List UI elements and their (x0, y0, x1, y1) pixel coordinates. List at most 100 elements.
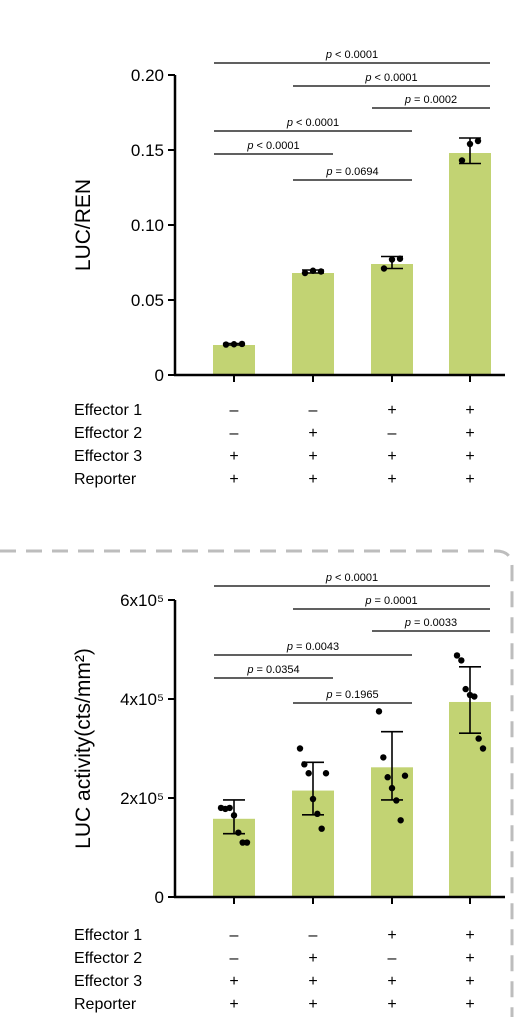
p-value-label: p = 0.0033 (404, 617, 457, 629)
bar-4 (449, 153, 491, 375)
data-point (393, 797, 400, 804)
condition-sign: + (465, 425, 474, 442)
y-tick-label: 0.15 (131, 141, 164, 160)
condition-sign: + (387, 973, 396, 990)
data-point (396, 255, 404, 262)
data-point (309, 267, 317, 274)
error-bar-4 (459, 666, 481, 734)
data-point (458, 657, 465, 664)
p-value-label: p = 0.0694 (325, 166, 378, 178)
condition-sign: + (465, 950, 474, 967)
data-point (305, 770, 312, 777)
y-tick-label: 0.20 (131, 66, 164, 85)
condition-sign: – (388, 950, 397, 967)
p-value-label: p = 0.0001 (364, 595, 417, 607)
data-point (471, 693, 478, 700)
data-point (453, 652, 461, 659)
y-tick-label: 4x10⁵ (120, 690, 164, 709)
condition-sign: + (229, 973, 238, 990)
data-point (222, 341, 230, 348)
condition-sign: – (230, 950, 239, 967)
condition-label: Reporter (74, 996, 137, 1013)
y-axis-label: LUC activity(cts/mm²) (72, 648, 95, 849)
bar-1 (213, 345, 255, 375)
p-value-label: p = 0.0043 (286, 641, 339, 653)
condition-sign: + (308, 950, 317, 967)
significance-bracket: p = 0.0043 (214, 641, 412, 656)
condition-label: Effector 3 (74, 448, 142, 465)
condition-sign: + (308, 425, 317, 442)
condition-sign: – (388, 425, 397, 442)
data-point (301, 761, 308, 768)
y-tick-label: 0.05 (131, 291, 164, 310)
data-point (401, 772, 409, 779)
significance-bracket: p = 0.0354 (214, 664, 333, 679)
data-point (466, 140, 474, 148)
p-value-label: p = 0.1965 (325, 689, 378, 701)
data-point (322, 770, 330, 777)
condition-sign: – (230, 402, 239, 419)
chart-luc-ren: 0 0.05 0.10 0.15 0.20 LUC/REN p < 0.0001 p < 0.… (72, 49, 505, 488)
y-axis-label: LUC/REN (72, 179, 95, 271)
condition-sign: + (308, 471, 317, 488)
data-point (397, 817, 404, 824)
p-value-label: p < 0.0001 (325, 49, 378, 61)
bar-3 (371, 264, 413, 375)
condition-sign: – (230, 927, 239, 944)
condition-sign: + (387, 927, 396, 944)
condition-sign: + (229, 471, 238, 488)
significance-bracket: p = 0.0033 (372, 617, 490, 632)
condition-sign: + (308, 973, 317, 990)
condition-sign: + (308, 996, 317, 1013)
data-point (384, 774, 391, 781)
data-point (380, 754, 387, 761)
condition-sign: + (387, 448, 396, 465)
significance-bracket: p < 0.0001 (214, 572, 490, 587)
condition-sign: + (465, 402, 474, 419)
p-value-label: p < 0.0001 (364, 72, 417, 84)
condition-label: Effector 2 (74, 425, 142, 442)
condition-label: Reporter (74, 471, 137, 488)
p-value-label: p = 0.0354 (246, 664, 299, 676)
data-point (388, 256, 396, 263)
significance-bracket: p = 0.0694 (293, 166, 412, 181)
condition-label: Effector 1 (74, 927, 142, 944)
condition-sign: + (387, 471, 396, 488)
condition-sign: + (308, 448, 317, 465)
condition-sign: – (309, 402, 318, 419)
significance-bracket: p = 0.0002 (372, 94, 490, 109)
significance-bracket: p < 0.0001 (214, 140, 333, 155)
data-point (388, 784, 396, 792)
significance-bracket: p = 0.1965 (293, 689, 412, 704)
p-value-label: p < 0.0001 (286, 117, 339, 129)
data-point (317, 268, 325, 275)
data-point (296, 745, 304, 752)
y-tick-label: 0 (155, 888, 164, 907)
p-value-label: p = 0.0002 (404, 94, 457, 106)
condition-sign: + (387, 402, 396, 419)
condition-label: Effector 3 (74, 973, 142, 990)
data-point (375, 708, 383, 715)
data-point (230, 341, 238, 348)
significance-bracket: p < 0.0001 (214, 49, 490, 64)
data-point (230, 812, 238, 819)
condition-sign: – (230, 425, 239, 442)
chart-luc-activity: 0 2x10⁵ 4x10⁵ 6x10⁵ LUC activity(cts/mm²) p <… (72, 572, 505, 1013)
condition-sign: + (465, 973, 474, 990)
data-point (479, 745, 487, 752)
condition-label: Effector 1 (74, 402, 142, 419)
dashed-frame (0, 549, 514, 1017)
data-point (318, 825, 325, 832)
p-value-label: p < 0.0001 (246, 140, 299, 152)
significance-bracket: p = 0.0001 (293, 595, 490, 610)
y-tick-label: 0.10 (131, 216, 164, 235)
condition-sign: + (465, 471, 474, 488)
p-value-label: p < 0.0001 (325, 572, 378, 584)
y-tick-label: 2x10⁵ (120, 789, 164, 808)
condition-label: Effector 2 (74, 950, 142, 967)
data-point (462, 685, 469, 693)
significance-bracket: p < 0.0001 (214, 117, 412, 132)
y-tick-label: 0 (155, 366, 164, 385)
bar-4 (449, 701, 491, 897)
condition-sign: + (229, 448, 238, 465)
